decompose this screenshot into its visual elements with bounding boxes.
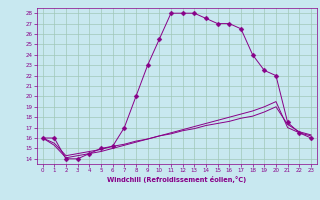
X-axis label: Windchill (Refroidissement éolien,°C): Windchill (Refroidissement éolien,°C) (107, 176, 246, 183)
